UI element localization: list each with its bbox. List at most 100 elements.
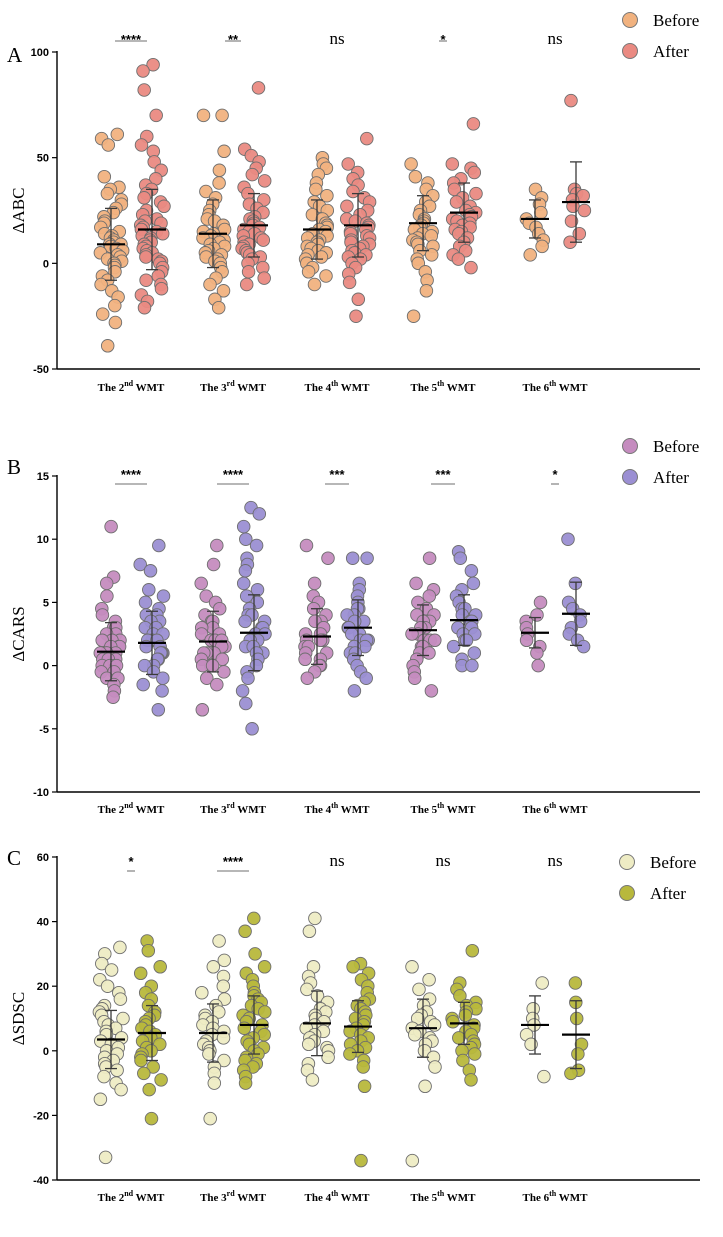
data-point-after bbox=[142, 1082, 156, 1097]
data-point-before bbox=[531, 658, 545, 673]
legend-marker-before bbox=[622, 12, 638, 28]
data-point-after bbox=[354, 1153, 368, 1168]
data-point-after bbox=[357, 1079, 372, 1094]
significance-label: ns bbox=[329, 851, 344, 870]
x-category-label: The 5th WMT bbox=[411, 379, 477, 394]
data-point-before bbox=[212, 601, 227, 616]
data-point-after bbox=[133, 557, 147, 572]
data-point-before bbox=[427, 1018, 442, 1032]
data-point-after bbox=[156, 671, 170, 685]
data-point-before bbox=[305, 1073, 320, 1087]
data-point-before bbox=[101, 138, 116, 152]
legend-label-after: After bbox=[650, 884, 686, 903]
data-point-before bbox=[98, 1150, 113, 1165]
data-point-before bbox=[422, 972, 436, 987]
data-point-before bbox=[530, 646, 544, 660]
data-point-after bbox=[155, 684, 169, 698]
significance-label: **** bbox=[121, 32, 142, 47]
x-category-label: The 3rd WMT bbox=[200, 379, 267, 394]
data-point-after bbox=[152, 538, 166, 553]
data-point-after bbox=[139, 250, 153, 264]
data-point-after bbox=[153, 960, 167, 974]
data-point-after bbox=[137, 83, 151, 97]
data-point-after bbox=[465, 658, 479, 673]
data-point-before bbox=[412, 982, 426, 997]
data-point-before bbox=[301, 265, 316, 279]
data-point-after bbox=[134, 1053, 148, 1068]
data-point-after bbox=[345, 551, 360, 565]
y-tick-label: 100 bbox=[31, 47, 49, 59]
data-point-after bbox=[149, 108, 163, 123]
data-point-after bbox=[237, 1021, 252, 1035]
data-point-after bbox=[346, 184, 360, 199]
data-point-before bbox=[206, 960, 221, 974]
y-axis-label: ΔSDSC bbox=[9, 992, 28, 1045]
data-point-before bbox=[407, 671, 422, 685]
data-point-after bbox=[245, 722, 259, 736]
data-point-after bbox=[249, 538, 264, 553]
data-point-after bbox=[134, 138, 149, 152]
legend-label-after: After bbox=[653, 42, 689, 61]
data-point-after bbox=[236, 576, 251, 591]
data-point-before bbox=[408, 169, 423, 184]
data-point-after bbox=[133, 966, 148, 981]
data-point-after bbox=[564, 1066, 578, 1081]
data-point-before bbox=[319, 269, 333, 283]
data-point-before bbox=[116, 1011, 130, 1026]
data-point-after bbox=[156, 589, 171, 603]
data-point-before bbox=[95, 307, 110, 321]
data-point-after bbox=[564, 93, 578, 108]
data-point-after bbox=[239, 589, 254, 603]
panel-a: A -50 0 50 100 ΔABC The 2nd WMT The 3rd WMT The … bbox=[7, 11, 700, 394]
data-point-after bbox=[453, 551, 468, 565]
data-point-after bbox=[236, 519, 251, 534]
data-point-after bbox=[467, 646, 482, 660]
data-point-before bbox=[97, 169, 112, 184]
legend-marker-after bbox=[622, 43, 638, 59]
data-point-after bbox=[247, 911, 261, 926]
data-point-before bbox=[100, 339, 115, 353]
y-tick-label: -50 bbox=[33, 364, 49, 376]
data-point-after bbox=[249, 658, 264, 673]
data-point-after bbox=[257, 174, 272, 188]
x-category-label: The 2nd WMT bbox=[98, 1189, 165, 1204]
data-point-after bbox=[257, 271, 271, 285]
data-point-before bbox=[534, 205, 548, 220]
significance-label: *** bbox=[435, 467, 451, 482]
data-point-after bbox=[451, 252, 466, 266]
data-point-before bbox=[199, 589, 213, 603]
y-tick-label: 20 bbox=[37, 981, 49, 993]
data-point-before bbox=[114, 1082, 128, 1097]
data-point-before bbox=[200, 671, 214, 685]
significance-label: **** bbox=[223, 467, 244, 482]
panel-letter: C bbox=[7, 846, 21, 870]
data-point-before bbox=[309, 182, 323, 197]
data-point-after bbox=[138, 595, 153, 610]
data-point-before bbox=[108, 315, 123, 330]
y-tick-label: -10 bbox=[33, 787, 49, 799]
data-point-after bbox=[571, 1047, 585, 1061]
data-point-before bbox=[428, 1060, 442, 1074]
data-point-before bbox=[212, 176, 226, 190]
data-point-before bbox=[93, 1092, 108, 1107]
y-axis-label: ΔCARS bbox=[9, 606, 28, 661]
significance-label: ns bbox=[547, 851, 562, 870]
data-point-before bbox=[424, 684, 439, 698]
data-point-after bbox=[136, 677, 150, 692]
data-point-before bbox=[299, 538, 314, 553]
data-point-after bbox=[342, 275, 357, 290]
data-point-after bbox=[467, 1047, 482, 1061]
data-point-before bbox=[216, 979, 231, 993]
data-point-after bbox=[146, 57, 160, 72]
data-point-after bbox=[568, 976, 583, 990]
data-point-before bbox=[314, 250, 329, 264]
data-point-before bbox=[523, 248, 537, 262]
data-point-before bbox=[307, 576, 322, 591]
data-point-before bbox=[216, 284, 231, 298]
data-point-after bbox=[257, 960, 272, 974]
y-tick-label: 0 bbox=[43, 661, 49, 673]
legend-label-before: Before bbox=[653, 11, 699, 30]
data-point-before bbox=[215, 108, 229, 123]
x-category-label: The 4th WMT bbox=[305, 1189, 371, 1204]
